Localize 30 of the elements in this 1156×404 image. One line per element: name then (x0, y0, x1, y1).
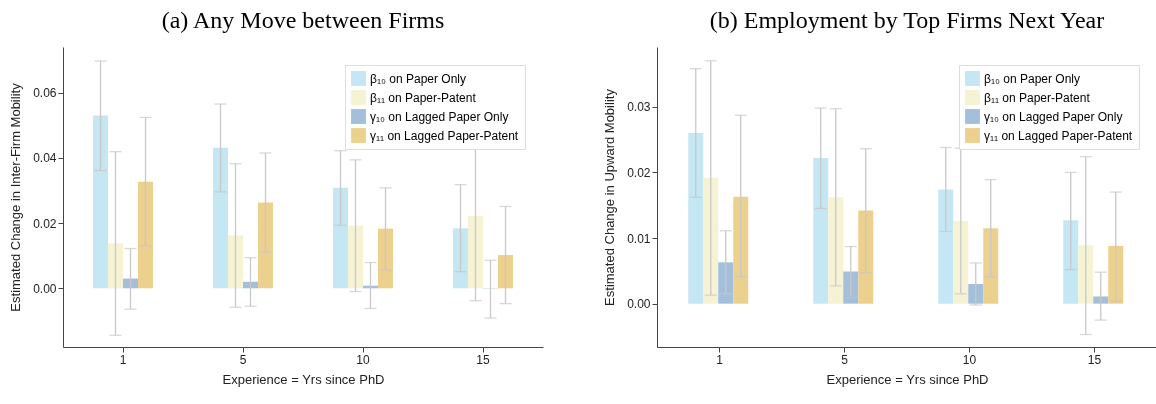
legend-label: β₁₀ on Paper Only (370, 71, 466, 86)
x-tick-label: 5 (239, 352, 247, 367)
chart-title: (b) Employment by Top Firms Next Year (709, 7, 1105, 33)
x-tick-label: 15 (1087, 352, 1102, 367)
y-tick-label: 0.04 (33, 151, 57, 166)
x-axis-title: Experience = Yrs since PhD (222, 371, 385, 387)
x-tick-label: 15 (476, 352, 490, 367)
legend-label: γ₁₁ on Lagged Paper-Patent (370, 128, 519, 143)
legend-label: β₁₀ on Paper Only (984, 71, 1080, 86)
y-tick-label: 0.02 (33, 216, 57, 231)
y-axis-title: Estimated Change in Upward Mobility (602, 88, 618, 306)
x-tick-label: 1 (716, 352, 724, 367)
y-tick-label: 0.06 (33, 86, 57, 101)
x-axis-title: Experience = Yrs since PhD (826, 371, 989, 387)
chart-title: (a) Any Move between Firms (161, 7, 445, 33)
legend-label: γ₁₁ on Lagged Paper-Patent (984, 128, 1133, 143)
legend-label: γ₁₀ on Lagged Paper Only (370, 109, 509, 124)
y-tick-label: 0.00 (627, 297, 651, 312)
y-tick-label: 0.02 (627, 165, 651, 180)
y-tick-label: 0.01 (627, 231, 651, 246)
x-tick-label: 5 (841, 352, 849, 367)
x-tick-label: 10 (962, 352, 977, 367)
x-tick-label: 1 (119, 352, 127, 367)
legend-label: β₁₁ on Paper-Patent (984, 90, 1091, 105)
x-tick-label: 10 (356, 352, 370, 367)
y-tick-label: 0.00 (33, 281, 57, 296)
legend-label: γ₁₀ on Lagged Paper Only (984, 109, 1123, 124)
y-axis-title: Estimated Change in Inter-Firm Mobility (8, 82, 24, 312)
y-tick-label: 0.03 (627, 100, 651, 115)
legend-label: β₁₁ on Paper-Patent (370, 90, 477, 105)
